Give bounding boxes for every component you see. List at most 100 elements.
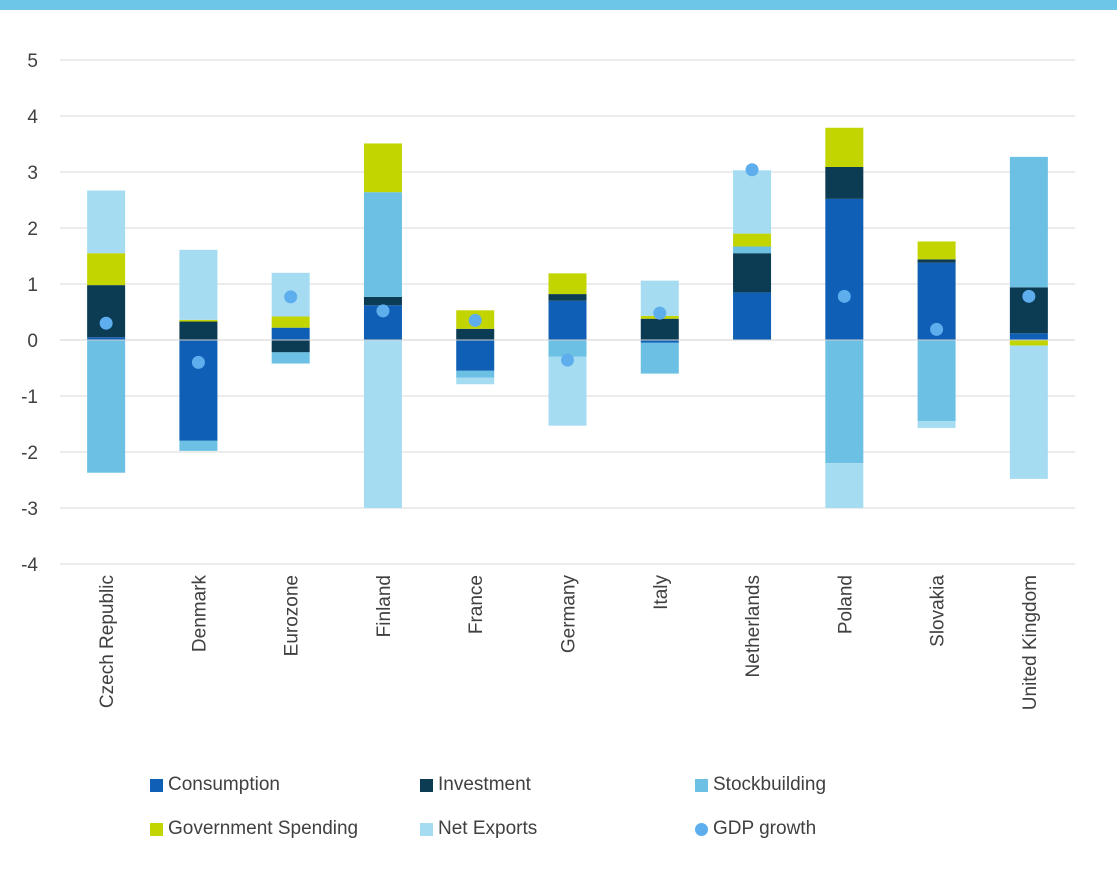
bar-government-spending-poland <box>825 127 864 167</box>
bar-investment-denmark <box>179 321 218 340</box>
y-tick-label: 5 <box>27 51 38 72</box>
legend-item-net-exports: Net Exports <box>420 816 537 842</box>
bar-consumption-italy <box>640 340 679 343</box>
bar-consumption-netherlands <box>733 292 772 340</box>
stacked-bar-chart: 5 4 3 2 1 0 -1 -2 -3 -4 Czech Republic Denmark Euro… <box>21 51 1075 711</box>
bar-government-spending-denmark <box>179 319 218 322</box>
gdp-growth-point-italy <box>653 306 667 320</box>
bar-stockbuilding-finland <box>363 192 402 297</box>
bar-consumption-france <box>456 340 495 371</box>
bar-stockbuilding-italy <box>640 342 679 374</box>
bar-consumption-czech-republic <box>87 337 126 340</box>
gdp-growth-point-denmark <box>191 355 205 369</box>
bar-stockbuilding-netherlands <box>733 246 772 254</box>
x-category-label: United Kingdom <box>1020 575 1041 710</box>
bar-stockbuilding-germany <box>548 340 587 357</box>
gdp-growth-point-france <box>468 313 482 327</box>
legend: Consumption Investment Stockbuilding Govern… <box>150 770 910 850</box>
bar-investment-slovakia <box>917 259 956 263</box>
bar-government-spending-united-kingdom <box>1009 340 1048 346</box>
bar-investment-italy <box>640 318 679 340</box>
bar-consumption-poland <box>825 198 864 340</box>
bar-stockbuilding-poland <box>825 340 864 464</box>
gdp-growth-point-netherlands <box>745 163 759 177</box>
legend-item-gdp-growth: GDP growth <box>695 816 816 842</box>
bar-consumption-united-kingdom <box>1009 333 1048 340</box>
legend-label: Government Spending <box>168 818 359 839</box>
y-tick-label: -4 <box>21 555 38 576</box>
legend-square-swatch <box>420 822 433 836</box>
gdp-growth-point-eurozone <box>284 290 298 304</box>
y-tick-label: 0 <box>27 331 38 352</box>
legend-label: Consumption <box>168 774 280 795</box>
bar-stockbuilding-denmark <box>179 440 218 451</box>
bar-net-exports-czech-republic <box>87 190 126 254</box>
x-category-label: Denmark <box>189 575 210 653</box>
bar-net-exports-united-kingdom <box>1009 345 1048 479</box>
top-accent-band <box>0 0 1117 10</box>
gdp-growth-point-germany <box>561 353 574 367</box>
bar-investment-eurozone <box>271 340 310 353</box>
bar-net-exports-germany <box>548 356 587 426</box>
bar-net-exports-poland <box>825 463 864 508</box>
bar-net-exports-denmark <box>179 249 218 320</box>
bar-net-exports-france <box>456 377 495 385</box>
x-category-label: France <box>466 575 487 634</box>
bar-stockbuilding-eurozone <box>271 352 310 364</box>
legend-circle-marker <box>695 822 708 836</box>
gdp-growth-point-finland <box>376 304 390 318</box>
y-tick-label: 3 <box>27 163 38 184</box>
bar-stockbuilding-slovakia <box>917 340 956 422</box>
legend-item-consumption: Consumption <box>150 772 280 798</box>
bar-stockbuilding-czech-republic <box>87 340 126 473</box>
bar-investment-france <box>456 328 495 340</box>
legend-square-swatch <box>150 778 163 792</box>
bar-government-spending-slovakia <box>917 241 956 260</box>
y-tick-label: -2 <box>21 443 38 464</box>
x-category-label: Italy <box>651 575 672 610</box>
bar-government-spending-czech-republic <box>87 253 126 286</box>
bar-net-exports-finland <box>363 340 402 508</box>
bar-government-spending-germany <box>548 273 587 295</box>
y-tick-label: 2 <box>27 219 38 240</box>
y-tick-label: -3 <box>21 499 38 520</box>
x-category-label: Poland <box>835 575 856 634</box>
y-tick-label: 1 <box>27 275 38 296</box>
gdp-growth-points <box>99 163 1036 369</box>
legend-label: GDP growth <box>713 818 817 839</box>
bar-net-exports-netherlands <box>733 170 772 234</box>
x-category-label: Slovakia <box>928 575 949 647</box>
y-tick-label: -1 <box>21 387 38 408</box>
legend-item-government-spending: Government Spending <box>150 816 358 842</box>
bar-government-spending-finland <box>363 143 402 193</box>
bar-consumption-denmark <box>179 340 218 441</box>
bar-net-exports-slovakia <box>917 421 956 428</box>
y-tick-label: 4 <box>27 107 38 128</box>
x-category-label: Czech Republic <box>97 575 118 708</box>
bar-stockbuilding-france <box>456 370 495 378</box>
legend-label: Net Exports <box>438 818 538 839</box>
legend-square-swatch <box>420 778 433 792</box>
gdp-growth-point-poland <box>837 289 851 303</box>
legend-label: Investment <box>438 774 531 795</box>
x-category-label: Finland <box>374 575 395 637</box>
bar-consumption-eurozone <box>271 327 310 340</box>
gdp-growth-point-czech-republic <box>99 316 113 330</box>
legend-square-swatch <box>695 778 708 792</box>
legend-label: Stockbuilding <box>713 774 827 795</box>
legend-item-investment: Investment <box>420 772 531 798</box>
x-category-label: Eurozone <box>282 575 303 656</box>
bar-government-spending-netherlands <box>733 233 772 247</box>
y-axis-tick-labels: 5 4 3 2 1 0 -1 -2 -3 -4 <box>21 51 38 576</box>
gdp-growth-point-united-kingdom <box>1022 289 1036 303</box>
bar-consumption-germany <box>548 300 587 340</box>
x-category-label: Netherlands <box>743 575 764 677</box>
x-axis-category-labels: Czech Republic Denmark Eurozone Finland Fran… <box>97 575 1041 711</box>
legend-item-stockbuilding: Stockbuilding <box>695 772 826 798</box>
bar-government-spending-eurozone <box>271 316 310 328</box>
bar-investment-germany <box>548 294 587 301</box>
bar-investment-poland <box>825 166 864 199</box>
bar-investment-netherlands <box>733 253 772 293</box>
x-category-label: Germany <box>559 575 580 654</box>
legend-square-swatch <box>150 822 163 836</box>
